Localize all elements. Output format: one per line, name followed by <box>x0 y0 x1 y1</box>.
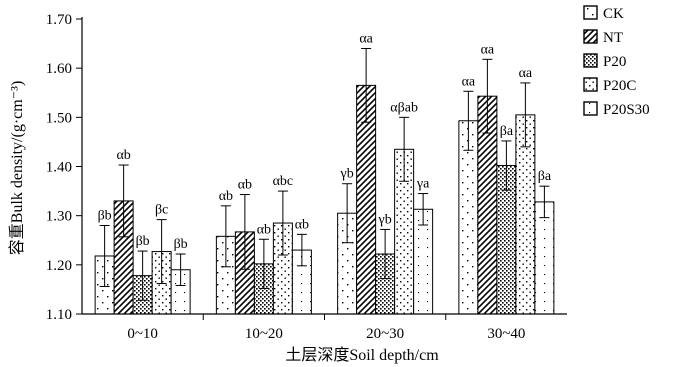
y-tick-label: 1.20 <box>46 258 72 274</box>
legend-label-ck: CK <box>603 6 624 22</box>
x-tick-label: 0~10 <box>127 326 158 342</box>
legend-swatch-p20s30 <box>583 101 598 116</box>
significance-label: αa <box>519 66 533 81</box>
significance-label: αb <box>257 222 271 237</box>
legend-label-p20c: P20C <box>603 78 636 94</box>
legend-label-nt: NT <box>603 30 623 46</box>
x-ticks: 0~10 10~20 20~30 30~40 <box>127 314 525 342</box>
significance-label: αbc <box>273 174 294 189</box>
y-tick-label: 1.30 <box>46 209 72 225</box>
x-tick-label: 10~20 <box>245 326 283 342</box>
significance-label: αb <box>219 189 233 204</box>
legend: CK NT P20 P20C P20S30 <box>583 5 650 118</box>
y-tick-label: 1.50 <box>46 110 72 126</box>
legend-label-p20: P20 <box>603 54 626 70</box>
significance-labels: βbαbβbβcβbαbαbαbαbcαbγbαaγbαβabγaαaαaβaα… <box>98 32 552 253</box>
legend-label-p20s30: P20S30 <box>603 102 650 118</box>
axes <box>81 17 567 315</box>
x-axis-title: 土层深度Soil depth/cm <box>285 346 439 364</box>
bar-p20s30-4 <box>534 201 555 315</box>
significance-label: αa <box>481 42 495 57</box>
y-axis-title: 容重Bulk density/(g·cm⁻³) <box>8 81 26 256</box>
significance-label: βb <box>98 209 112 224</box>
legend-swatch-nt <box>583 29 598 44</box>
x-tick-label: 30~40 <box>487 326 525 342</box>
significance-label: βa <box>500 124 514 139</box>
significance-label: αb <box>116 148 130 163</box>
significance-label: αβab <box>390 100 418 115</box>
significance-label: βb <box>174 237 188 252</box>
significance-label: βc <box>155 203 168 218</box>
y-axis-title-group: 容重Bulk density/(g·cm⁻³) <box>8 81 26 256</box>
significance-label: βb <box>136 234 150 249</box>
significance-label: γb <box>340 167 354 182</box>
error-bars <box>99 48 550 301</box>
legend-swatch-p20c <box>583 77 598 92</box>
significance-label: γb <box>378 212 392 227</box>
y-tick-label: 1.40 <box>46 160 72 176</box>
significance-label: βa <box>538 169 552 184</box>
y-tick-label: 1.10 <box>46 307 72 323</box>
bars <box>94 84 555 315</box>
x-tick-label: 20~30 <box>366 326 404 342</box>
significance-label: αb <box>295 217 309 232</box>
legend-swatch-p20 <box>583 53 598 68</box>
significance-label: αb <box>238 178 252 193</box>
legend-swatch-ck <box>583 5 598 20</box>
y-tick-label: 1.70 <box>46 12 72 28</box>
y-tick-label: 1.60 <box>46 61 72 77</box>
significance-label: αa <box>359 32 373 47</box>
significance-label: αa <box>462 74 476 89</box>
significance-label: γa <box>416 177 430 192</box>
y-ticks: 1.10 1.20 1.30 1.40 1.50 1.60 1.70 <box>46 12 82 323</box>
